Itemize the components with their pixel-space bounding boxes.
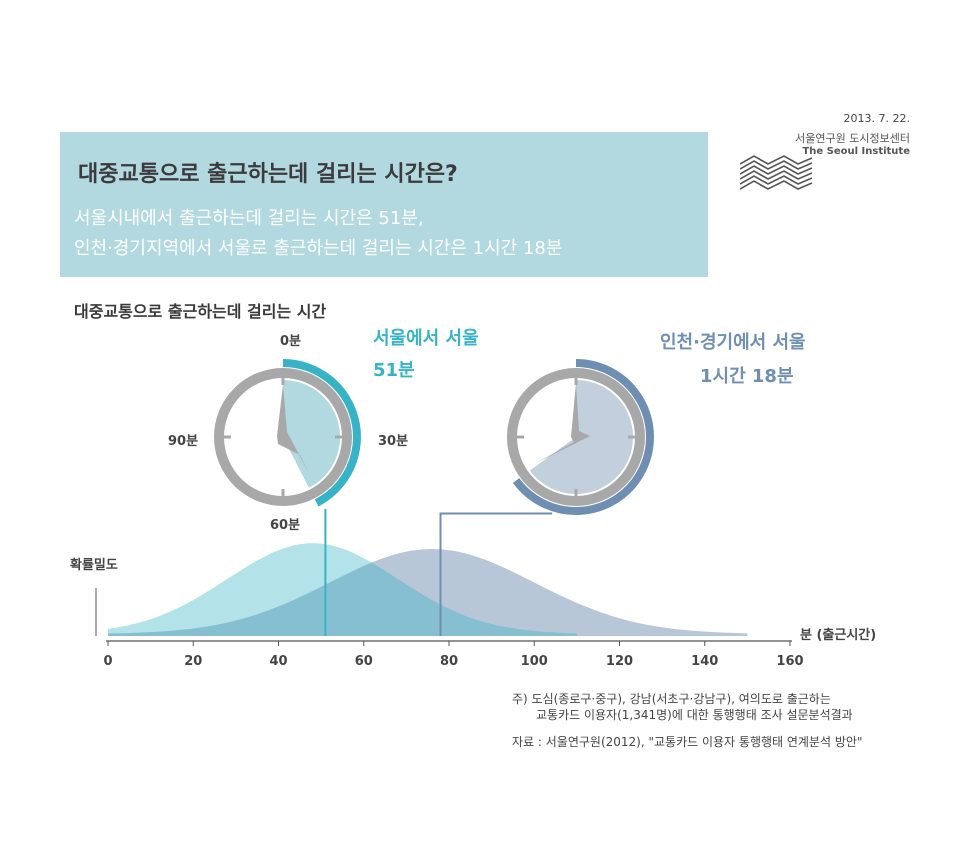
x-tick-label: 60 — [355, 654, 373, 669]
gyeonggi-connector-line — [439, 512, 553, 636]
seoul-time: 51분 — [373, 360, 415, 381]
gyeonggi-time: 1시간 18분 — [700, 366, 794, 387]
header-subtitle-line1: 서울시내에서 출근하는데 걸리는 시간은 51분, — [74, 208, 424, 229]
seoul-clock — [214, 359, 361, 507]
seoul-sector — [283, 379, 341, 488]
header-title: 대중교통으로 출근하는데 걸리는 시간은? — [78, 162, 458, 187]
y-axis-label: 확률밀도 — [70, 557, 118, 573]
org-name-korean: 서울연구원 도시정보센터 — [795, 132, 910, 145]
density-area-gyeonggi — [108, 549, 748, 636]
gyeonggi-arc — [512, 359, 654, 515]
org-name-english: The Seoul Institute — [802, 146, 910, 157]
header-box: 대중교통으로 출근하는데 걸리는 시간은? 서울시내에서 출근하는데 걸리는 시… — [60, 132, 708, 277]
clock-label-90: 90분 — [168, 434, 199, 449]
gyeonggi-clock — [507, 359, 654, 515]
x-tick-label: 40 — [269, 654, 287, 669]
x-tick-label: 160 — [776, 654, 803, 669]
clock-label-30: 30분 — [378, 434, 409, 449]
footnote-line1: 주) 도심(종로구·중구), 강남(서초구·강남구), 여의도로 출근하는 — [512, 692, 831, 706]
date: 2013. 7. 22. — [843, 112, 910, 125]
x-tick-label: 140 — [691, 654, 718, 669]
seoul-name: 서울에서 서울 — [373, 328, 479, 349]
x-tick-label: 80 — [440, 654, 458, 669]
clock-label-0: 0분 — [280, 334, 302, 349]
x-tick-label: 20 — [184, 654, 202, 669]
seoul-arc — [282, 359, 361, 507]
source-note: 자료 : 서울연구원(2012), "교통카드 이용자 통행행태 연계분석 방안… — [512, 735, 863, 749]
x-axis-ticks: 0 20 40 60 80 100 120 140 160 — [103, 641, 804, 669]
gyeonggi-clock-hands — [536, 383, 590, 463]
density-area-seoul — [108, 543, 577, 636]
section-title: 대중교통으로 출근하는데 걸리는 시간 — [74, 302, 327, 321]
header-subtitle-line2: 인천·경기지역에서 서울로 출근하는데 걸리는 시간은 1시간 18분 — [74, 238, 563, 259]
x-tick-label: 0 — [103, 654, 112, 669]
clock-label-60: 60분 — [270, 518, 301, 533]
seoul-institute-logo-icon — [740, 155, 813, 190]
gyeonggi-name: 인천·경기에서 서울 — [660, 332, 806, 353]
x-tick-label: 100 — [521, 654, 548, 669]
seoul-clock-hands — [277, 385, 311, 477]
x-axis-label: 분 (출근시간) — [800, 627, 876, 643]
x-tick-label: 120 — [606, 654, 633, 669]
footnote-line2: 교통카드 이용자(1,341명)에 대한 통행행태 조사 설문분석결과 — [536, 708, 853, 722]
